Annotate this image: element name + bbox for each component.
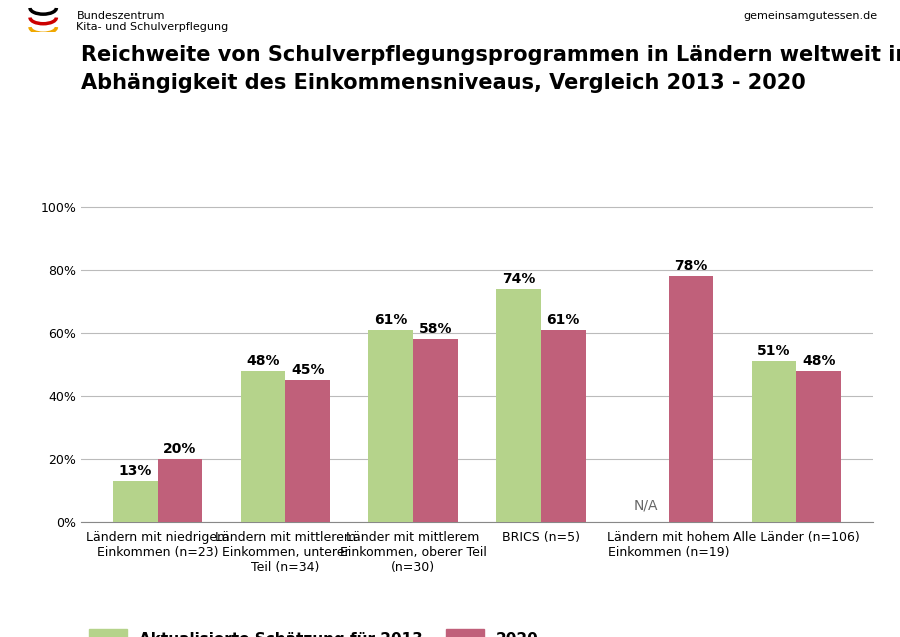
Bar [285, 380, 330, 522]
Bar [240, 371, 285, 522]
Text: 13%: 13% [119, 464, 152, 478]
Text: 48%: 48% [802, 354, 835, 368]
Text: 74%: 74% [502, 272, 536, 286]
Text: 48%: 48% [247, 354, 280, 368]
Text: 61%: 61% [546, 313, 580, 327]
Text: Bundeszentrum: Bundeszentrum [76, 11, 165, 21]
Bar [112, 482, 158, 522]
Bar [158, 459, 202, 522]
Text: 78%: 78% [674, 259, 707, 273]
Text: Reichweite von Schulverpflegungsprogrammen in Ländern weltweit in
Abhängigkeit d: Reichweite von Schulverpflegungsprogramm… [81, 45, 900, 92]
Text: 45%: 45% [291, 363, 325, 377]
Bar [796, 371, 842, 522]
Text: Kita- und Schulverpflegung: Kita- und Schulverpflegung [76, 22, 229, 32]
Bar [496, 289, 541, 522]
Legend: Aktualisierte Schätzung für 2013, 2020: Aktualisierte Schätzung für 2013, 2020 [88, 629, 539, 637]
Bar [541, 330, 586, 522]
Bar [413, 340, 458, 522]
Text: 51%: 51% [757, 344, 791, 358]
Text: 61%: 61% [374, 313, 408, 327]
Bar [669, 276, 714, 522]
Text: N/A: N/A [634, 499, 659, 513]
Bar [368, 330, 413, 522]
Text: 58%: 58% [418, 322, 452, 336]
Text: 20%: 20% [163, 442, 197, 456]
Text: gemeinsamgutessen.de: gemeinsamgutessen.de [743, 11, 878, 21]
Bar [752, 361, 796, 522]
